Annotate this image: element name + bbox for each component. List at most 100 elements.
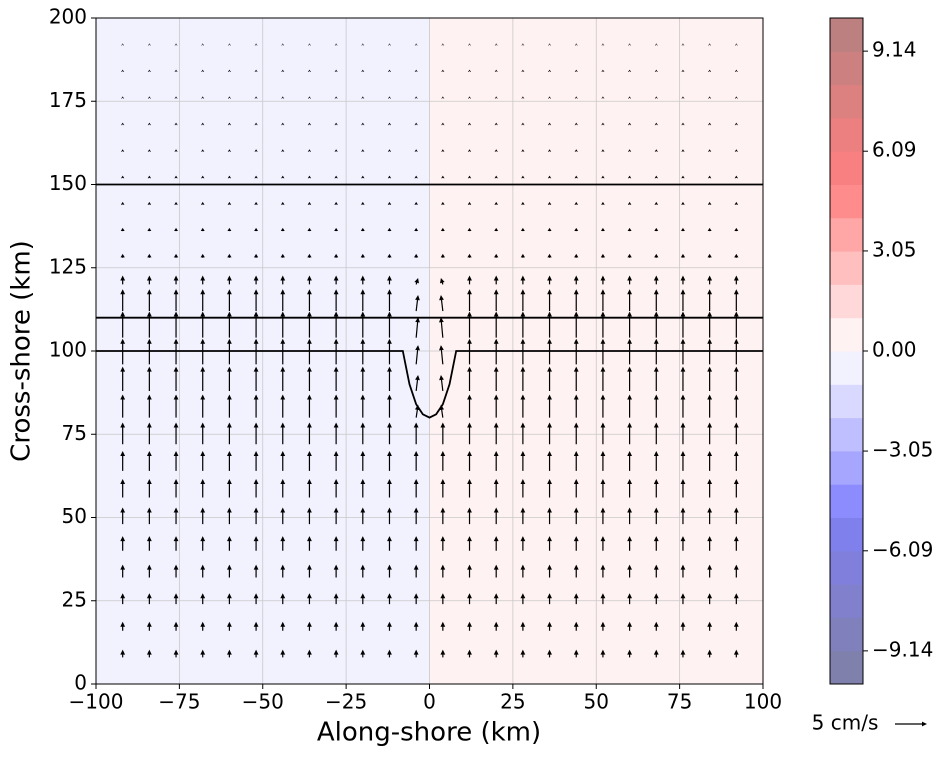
quiver-arrow: [360, 451, 366, 471]
quiver-arrow: [521, 201, 525, 205]
quiver-arrow: [413, 507, 419, 525]
quiver-arrow: [387, 422, 392, 445]
quiver-arrow: [120, 621, 126, 631]
y-axis-label: Cross-shore (km): [7, 240, 37, 462]
quiver-arrow: [653, 478, 659, 498]
quiver-arrow: [360, 621, 366, 631]
plot-frame: [95, 17, 764, 685]
quiver-arrow: [493, 478, 499, 498]
colorbar-band: [830, 484, 863, 518]
quiver-arrow: [440, 422, 446, 445]
quiver-arrow: [707, 451, 713, 471]
quiver-arrow: [573, 338, 579, 365]
quiver-arrow: [280, 564, 286, 578]
quiver-arrow: [574, 149, 578, 152]
quiver-arrow: [441, 175, 445, 179]
quiver-arrow: [680, 289, 686, 312]
quiver-arrow: [627, 289, 632, 312]
quiver-arrow: [121, 149, 125, 152]
quiver-arrow: [708, 149, 712, 152]
quiver-arrow: [333, 289, 339, 312]
colorbar-band: [830, 84, 863, 119]
quiver-arrow: [121, 122, 125, 126]
quiver-arrow: [227, 175, 232, 179]
quiver-arrow: [415, 317, 420, 338]
quiver-arrow: [600, 289, 606, 312]
quiver-arrow: [573, 422, 579, 445]
quiver-arrow: [574, 69, 578, 72]
quiver-arrow: [173, 536, 179, 551]
colorbar-tick-label: 6.09: [872, 138, 917, 162]
quiver-arrow: [440, 478, 446, 498]
quiver-arrow: [441, 96, 445, 99]
colorbar-tick-label: 3.05: [872, 237, 917, 261]
quiver-arrow: [653, 394, 659, 418]
quiver-arrow: [146, 366, 152, 391]
quiver-arrow: [467, 338, 472, 365]
quiver-arrow: [387, 536, 392, 551]
quiver-arrow: [547, 227, 552, 232]
quiver-arrow: [227, 338, 232, 365]
quiver-arrow: [494, 253, 499, 258]
quiver-arrow: [440, 649, 446, 658]
quiver-arrow: [548, 43, 551, 46]
quiver-arrow: [493, 275, 499, 285]
quiver-arrow: [574, 227, 579, 232]
quiver-arrow: [680, 451, 686, 471]
quiver-arrow: [467, 227, 472, 232]
quiver-arrow: [628, 96, 632, 99]
quiver-arrow: [494, 96, 498, 99]
quiver-arrow: [253, 394, 259, 418]
quiver-arrow: [681, 201, 685, 205]
quiver-arrow: [467, 175, 472, 179]
quiver-arrow: [574, 122, 578, 126]
quiver-arrow: [387, 564, 392, 578]
quiver-arrow: [333, 507, 339, 525]
quiver-arrow: [227, 451, 232, 471]
quiver-arrow: [601, 122, 605, 126]
quiver-arrow: [520, 451, 526, 471]
quiver-arrow: [600, 507, 606, 525]
quiver-arrow: [654, 69, 658, 72]
quiver-arrow: [733, 593, 739, 605]
quiver-arrow: [440, 507, 446, 525]
quiver-arrow: [573, 536, 579, 551]
quiver-arrow: [573, 451, 579, 471]
quiver-arrow: [360, 289, 366, 312]
quiver-arrow: [627, 394, 632, 418]
quiver-arrow: [173, 451, 179, 471]
y-tick-label: 200: [49, 5, 87, 29]
x-tick-label: 100: [744, 690, 782, 714]
quiver-arrow: [573, 621, 579, 631]
quiver-arrow: [200, 289, 206, 312]
quiver-arrow: [439, 317, 444, 338]
quiver-arrow: [360, 227, 365, 232]
quiver-arrow: [173, 422, 179, 445]
quiver-arrow: [227, 289, 232, 312]
quiver-arrow: [173, 311, 179, 338]
quiver-arrow: [574, 96, 578, 99]
quiver-arrow: [387, 478, 392, 498]
quiver-arrow: [653, 536, 659, 551]
quiver-arrow: [147, 69, 151, 72]
quiver-arrow: [120, 536, 126, 551]
quiver-arrow: [227, 536, 232, 551]
quiver-arrow: [200, 536, 206, 551]
colorbar-band: [830, 584, 863, 618]
quiver-arrow: [333, 422, 339, 445]
quiver-arrow: [627, 649, 632, 658]
quiver-arrow: [174, 149, 178, 152]
quiver-arrow: [521, 69, 525, 72]
quiver-arrow: [707, 507, 713, 525]
quiver-arrow: [147, 43, 151, 46]
quiver-arrow: [628, 122, 632, 126]
x-tick-label: 25: [500, 690, 525, 714]
quiver-arrow: [681, 175, 685, 179]
quiver-arrow: [227, 227, 232, 232]
quiver-arrow: [227, 69, 231, 72]
x-tick-label: −25: [325, 690, 367, 714]
colorbar-tick-label: 0.00: [872, 338, 917, 362]
quiver-arrow: [547, 536, 552, 551]
quiver-arrow: [280, 289, 286, 312]
colorbar-band: [830, 351, 863, 385]
